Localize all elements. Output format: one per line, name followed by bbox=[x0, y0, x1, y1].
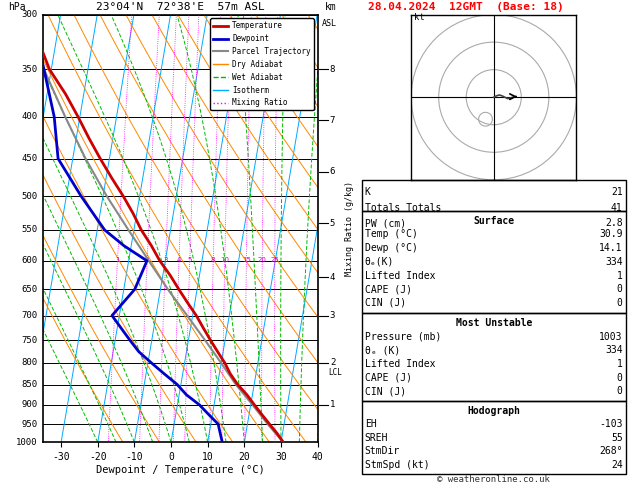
X-axis label: Dewpoint / Temperature (°C): Dewpoint / Temperature (°C) bbox=[96, 465, 265, 475]
Text: 550: 550 bbox=[21, 226, 37, 234]
Text: 6: 6 bbox=[330, 167, 335, 176]
Text: CIN (J): CIN (J) bbox=[365, 386, 406, 396]
Text: Totals Totals: Totals Totals bbox=[365, 203, 441, 213]
Text: Most Unstable: Most Unstable bbox=[455, 318, 532, 329]
Text: 8: 8 bbox=[330, 65, 335, 74]
Text: Lifted Index: Lifted Index bbox=[365, 359, 435, 369]
Text: 300: 300 bbox=[21, 10, 37, 19]
Text: 0: 0 bbox=[617, 298, 623, 308]
Text: 8: 8 bbox=[211, 257, 216, 263]
Text: Dewp (°C): Dewp (°C) bbox=[365, 243, 418, 253]
Text: 3: 3 bbox=[164, 257, 168, 263]
Text: CAPE (J): CAPE (J) bbox=[365, 373, 412, 382]
Text: 10: 10 bbox=[220, 257, 229, 263]
Text: Temp (°C): Temp (°C) bbox=[365, 229, 418, 240]
Text: 500: 500 bbox=[21, 191, 37, 201]
Text: 450: 450 bbox=[21, 154, 37, 163]
Text: 23°04'N  72°38'E  57m ASL: 23°04'N 72°38'E 57m ASL bbox=[96, 2, 265, 12]
Text: Lifted Index: Lifted Index bbox=[365, 271, 435, 280]
Text: km: km bbox=[325, 2, 337, 12]
Text: Hodograph: Hodograph bbox=[467, 406, 520, 416]
Text: Mixing Ratio (g/kg): Mixing Ratio (g/kg) bbox=[345, 181, 354, 276]
Text: 800: 800 bbox=[21, 359, 37, 367]
Text: © weatheronline.co.uk: © weatheronline.co.uk bbox=[437, 474, 550, 484]
Text: 400: 400 bbox=[21, 112, 37, 122]
Text: 0: 0 bbox=[617, 386, 623, 396]
Text: 350: 350 bbox=[21, 65, 37, 74]
Text: 20: 20 bbox=[258, 257, 267, 263]
Text: 700: 700 bbox=[21, 311, 37, 320]
Text: 21: 21 bbox=[611, 187, 623, 197]
Text: 750: 750 bbox=[21, 335, 37, 345]
Text: 850: 850 bbox=[21, 380, 37, 389]
Text: 334: 334 bbox=[605, 257, 623, 267]
Text: EH: EH bbox=[365, 419, 377, 429]
Text: 1000: 1000 bbox=[16, 438, 37, 447]
Legend: Temperature, Dewpoint, Parcel Trajectory, Dry Adiabat, Wet Adiabat, Isotherm, Mi: Temperature, Dewpoint, Parcel Trajectory… bbox=[210, 18, 314, 110]
Text: 650: 650 bbox=[21, 285, 37, 294]
Text: StmSpd (kt): StmSpd (kt) bbox=[365, 460, 430, 470]
Text: 7: 7 bbox=[330, 116, 335, 125]
Text: 4: 4 bbox=[177, 257, 181, 263]
Text: Pressure (mb): Pressure (mb) bbox=[365, 331, 441, 342]
Text: 1: 1 bbox=[617, 271, 623, 280]
Text: 24: 24 bbox=[611, 460, 623, 470]
Text: StmDir: StmDir bbox=[365, 447, 400, 456]
Text: 0: 0 bbox=[617, 373, 623, 382]
Text: 28.04.2024  12GMT  (Base: 18): 28.04.2024 12GMT (Base: 18) bbox=[368, 2, 564, 12]
Text: ASL: ASL bbox=[322, 19, 337, 29]
Text: 950: 950 bbox=[21, 419, 37, 429]
Text: 334: 334 bbox=[605, 345, 623, 355]
Text: PW (cm): PW (cm) bbox=[365, 218, 406, 228]
Text: kt: kt bbox=[414, 13, 425, 22]
Text: 5: 5 bbox=[187, 257, 192, 263]
Text: 268°: 268° bbox=[599, 447, 623, 456]
Text: 1: 1 bbox=[330, 400, 335, 409]
Text: 4: 4 bbox=[330, 273, 335, 281]
Text: 3: 3 bbox=[330, 311, 335, 320]
Text: LCL: LCL bbox=[328, 368, 342, 377]
Text: 41: 41 bbox=[611, 203, 623, 213]
Text: SREH: SREH bbox=[365, 433, 388, 443]
Text: 900: 900 bbox=[21, 400, 37, 409]
Text: hPa: hPa bbox=[8, 2, 26, 12]
Text: 25: 25 bbox=[270, 257, 279, 263]
Text: 15: 15 bbox=[242, 257, 251, 263]
Text: Surface: Surface bbox=[473, 216, 515, 226]
Text: θₑ(K): θₑ(K) bbox=[365, 257, 394, 267]
Text: 14.1: 14.1 bbox=[599, 243, 623, 253]
Text: K: K bbox=[365, 187, 370, 197]
Text: 55: 55 bbox=[611, 433, 623, 443]
Text: CAPE (J): CAPE (J) bbox=[365, 284, 412, 294]
Text: 0: 0 bbox=[617, 284, 623, 294]
Text: 1: 1 bbox=[617, 359, 623, 369]
Text: 5: 5 bbox=[330, 219, 335, 228]
Text: 600: 600 bbox=[21, 256, 37, 265]
Text: 2.8: 2.8 bbox=[605, 218, 623, 228]
Text: 2: 2 bbox=[330, 359, 335, 367]
Text: 2: 2 bbox=[145, 257, 149, 263]
Text: -103: -103 bbox=[599, 419, 623, 429]
Text: 1: 1 bbox=[115, 257, 120, 263]
Text: CIN (J): CIN (J) bbox=[365, 298, 406, 308]
Text: 30.9: 30.9 bbox=[599, 229, 623, 240]
Text: 1003: 1003 bbox=[599, 331, 623, 342]
Text: θₑ (K): θₑ (K) bbox=[365, 345, 400, 355]
